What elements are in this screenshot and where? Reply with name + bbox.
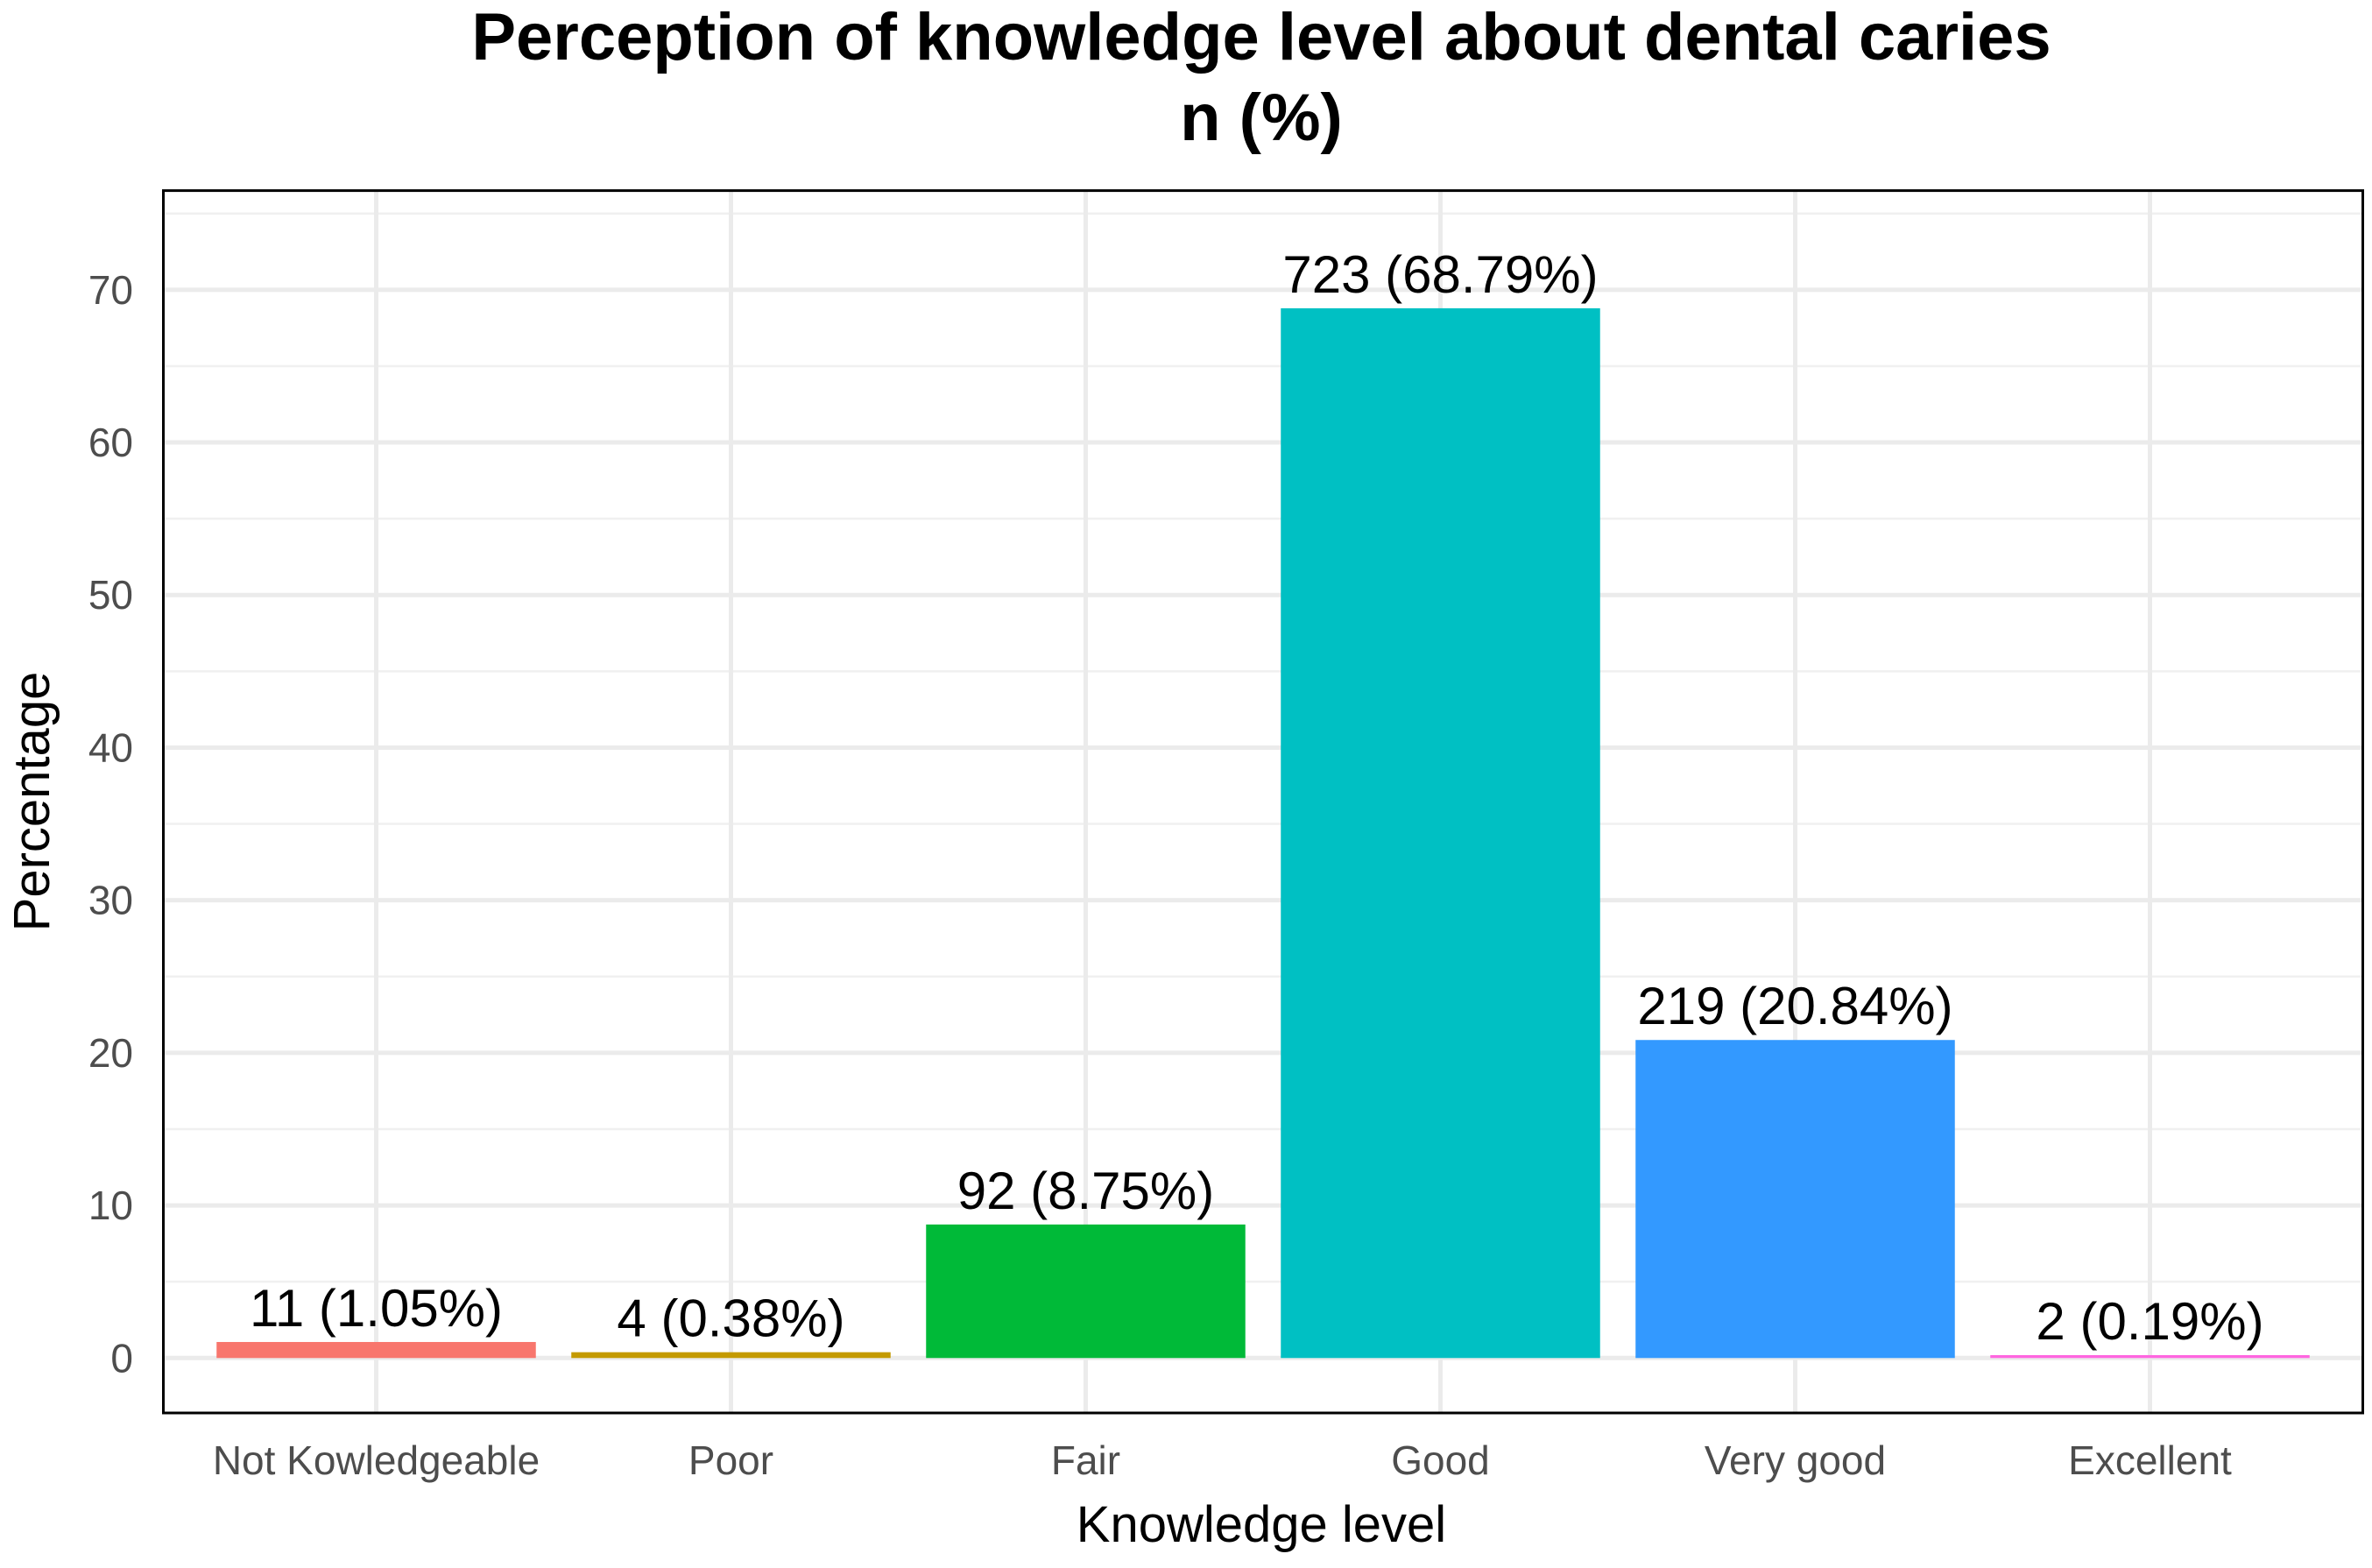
bar [571, 1352, 891, 1359]
data-label: 2 (0.19%) [2036, 1292, 2263, 1351]
y-tick-label: 20 [88, 1030, 133, 1076]
y-tick-label: 70 [88, 267, 133, 313]
y-tick-label: 10 [88, 1183, 133, 1228]
bars [216, 307, 2310, 1359]
y-tick-label: 30 [88, 878, 133, 923]
bar [1635, 1040, 1955, 1359]
bar [1281, 307, 1600, 1359]
x-tick-label: Not Kowledgeable [213, 1437, 540, 1483]
data-label: 92 (8.75%) [957, 1162, 1215, 1220]
y-tick-label: 0 [110, 1335, 133, 1381]
bar [216, 1341, 536, 1359]
x-tick-label: Poor [688, 1437, 773, 1483]
bar [1990, 1354, 2310, 1359]
bar [926, 1224, 1246, 1359]
y-axis-title: Percentage [4, 672, 60, 932]
data-label: 723 (68.79%) [1282, 245, 1598, 304]
x-axis-title: Knowledge level [1077, 1496, 1446, 1553]
chart-title: Perception of knowledge level about dent… [471, 0, 2051, 74]
x-tick-label: Good [1391, 1437, 1490, 1483]
x-tick-label: Very good [1705, 1437, 1886, 1483]
y-tick-label: 60 [88, 420, 133, 465]
x-tick-label: Fair [1051, 1437, 1120, 1483]
data-label: 4 (0.38%) [617, 1289, 844, 1348]
chart-subtitle: n (%) [1180, 81, 1343, 155]
x-tick-label: Excellent [2068, 1437, 2232, 1483]
panel-border [162, 189, 2364, 1415]
data-label: 219 (20.84%) [1637, 977, 1952, 1035]
data-label: 11 (1.05%) [250, 1279, 503, 1338]
y-tick-label: 40 [88, 724, 133, 770]
y-tick-label: 50 [88, 572, 133, 618]
